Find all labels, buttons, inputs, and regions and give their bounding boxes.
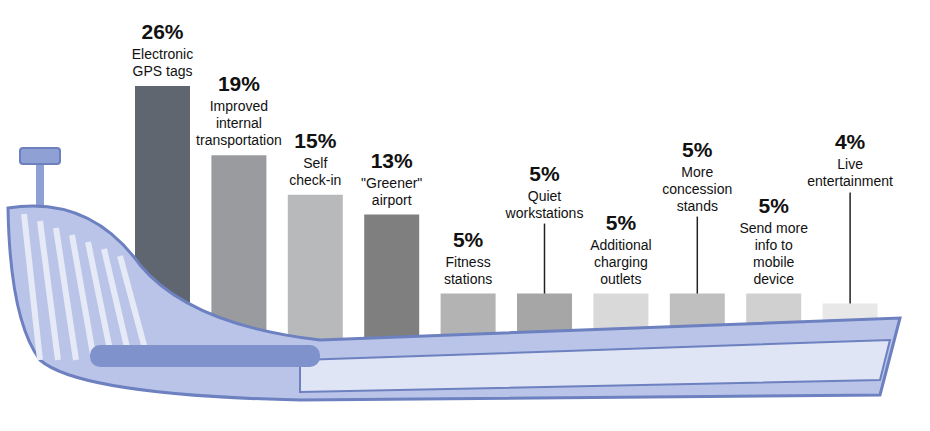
svg-text:Additional: Additional — [590, 237, 652, 253]
svg-text:More: More — [681, 164, 713, 180]
svg-text:info to: info to — [755, 237, 793, 253]
svg-text:Self: Self — [303, 155, 327, 171]
svg-text:13%: 13% — [371, 149, 413, 172]
svg-text:internal: internal — [216, 115, 262, 131]
svg-text:workstations: workstations — [505, 205, 584, 221]
svg-text:check-in: check-in — [289, 172, 341, 188]
svg-text:Quiet: Quiet — [528, 188, 562, 204]
svg-text:26%: 26% — [141, 20, 183, 43]
svg-text:device: device — [753, 271, 794, 287]
svg-text:stands: stands — [677, 198, 718, 214]
svg-text:5%: 5% — [682, 138, 713, 161]
svg-text:Send more: Send more — [739, 220, 808, 236]
svg-text:5%: 5% — [606, 211, 637, 234]
svg-text:4%: 4% — [835, 130, 866, 153]
svg-text:concession: concession — [662, 181, 732, 197]
svg-text:5%: 5% — [759, 194, 790, 217]
svg-text:airport: airport — [372, 192, 412, 208]
svg-text:charging: charging — [594, 254, 648, 270]
svg-text:5%: 5% — [453, 228, 484, 251]
svg-text:Improved: Improved — [210, 98, 268, 114]
svg-text:outlets: outlets — [600, 271, 641, 287]
svg-text:Fitness: Fitness — [446, 254, 491, 270]
svg-text:stations: stations — [444, 271, 492, 287]
svg-text:19%: 19% — [218, 72, 260, 95]
svg-text:"Greener": "Greener" — [361, 175, 422, 191]
svg-text:5%: 5% — [529, 162, 560, 185]
svg-text:entertainment: entertainment — [807, 173, 893, 189]
svg-text:mobile: mobile — [753, 254, 794, 270]
svg-text:15%: 15% — [294, 129, 336, 152]
svg-text:GPS tags: GPS tags — [133, 63, 193, 79]
svg-text:Live: Live — [837, 156, 863, 172]
svg-text:Electronic: Electronic — [132, 46, 193, 62]
svg-text:transportation: transportation — [196, 132, 282, 148]
